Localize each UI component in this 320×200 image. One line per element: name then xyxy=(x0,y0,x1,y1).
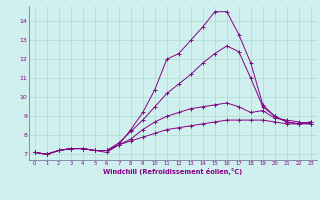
X-axis label: Windchill (Refroidissement éolien,°C): Windchill (Refroidissement éolien,°C) xyxy=(103,168,243,175)
